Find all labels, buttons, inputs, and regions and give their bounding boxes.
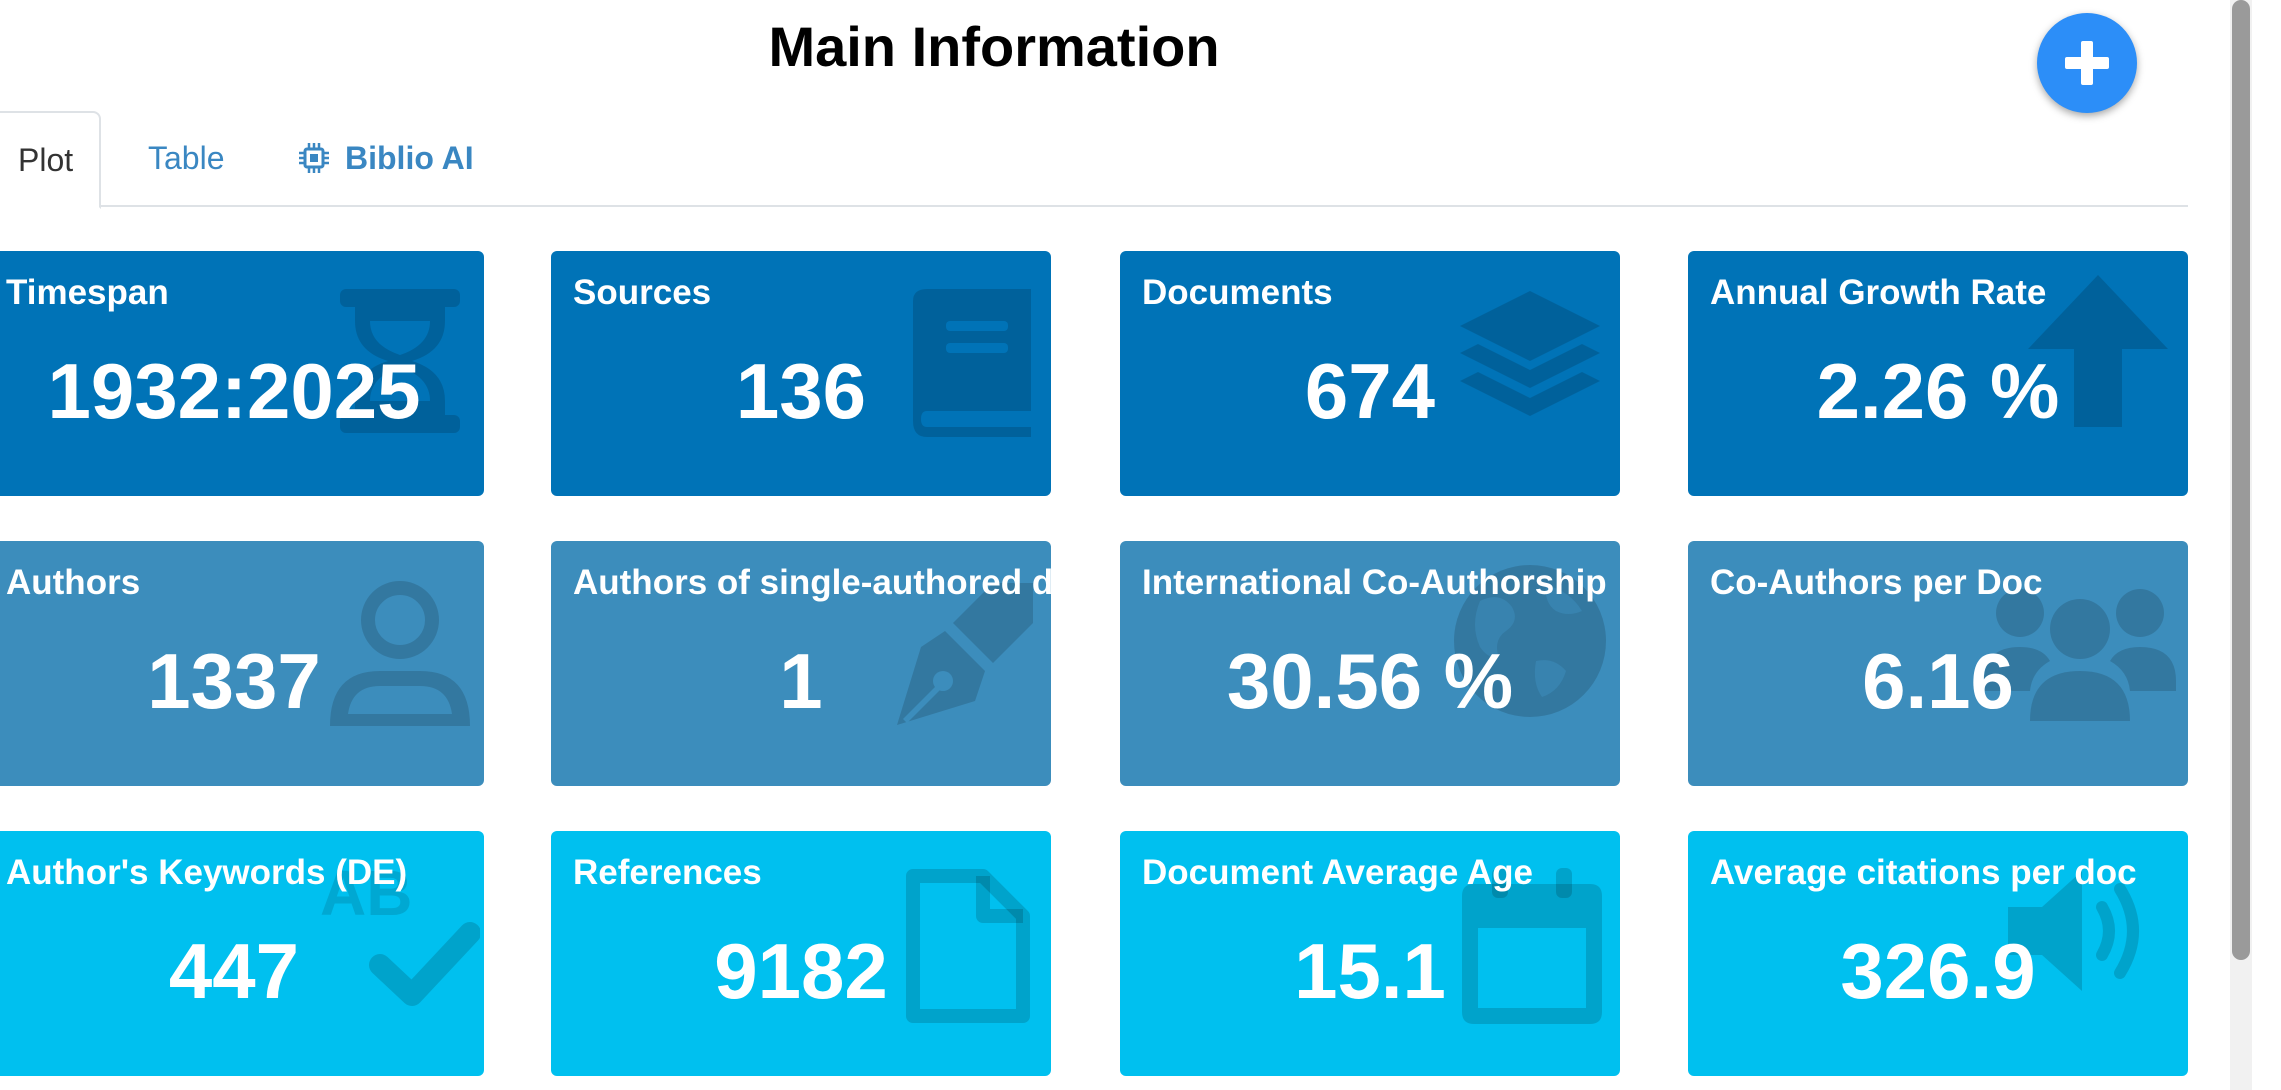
value-box-single-authored: Authors of single-authored docs 1 xyxy=(551,541,1051,786)
globe-icon xyxy=(1454,565,1606,717)
average-citations-label: Average citations per doc xyxy=(1710,853,2137,892)
value-box-timespan: Timespan 1932:2025 xyxy=(0,251,484,496)
single-authored-value: 1 xyxy=(779,637,823,725)
value-box-documents: Documents 674 xyxy=(1120,251,1620,496)
page-title: Main Information xyxy=(768,15,1220,78)
documents-label: Documents xyxy=(1142,273,1333,312)
add-button[interactable] xyxy=(2037,13,2137,113)
svg-text:AB: AB xyxy=(320,857,412,929)
scrollbar-thumb[interactable] xyxy=(2232,0,2250,960)
document-average-age-value: 15.1 xyxy=(1294,927,1446,1015)
document-average-age-label: Document Average Age xyxy=(1142,853,1533,892)
authors-value: 1337 xyxy=(147,637,321,725)
co-authors-per-doc-label: Co-Authors per Doc xyxy=(1710,563,2043,602)
tab-table[interactable]: Table xyxy=(148,140,225,176)
value-box-references: References 9182 xyxy=(551,831,1051,1076)
tab-biblio-ai-label: Biblio AI xyxy=(345,140,474,176)
timespan-value: 1932:2025 xyxy=(47,347,421,435)
references-label: References xyxy=(573,853,762,892)
layers-icon xyxy=(1460,291,1600,416)
documents-value: 674 xyxy=(1304,347,1436,435)
value-box-authors-keywords: AB Author's Keywords (DE) 447 xyxy=(0,831,484,1076)
tab-plot[interactable]: Plot xyxy=(0,111,102,209)
sources-value: 136 xyxy=(735,347,867,435)
timespan-label: Timespan xyxy=(6,273,169,312)
co-authors-per-doc-value: 6.16 xyxy=(1862,637,2014,725)
value-box-annual-growth-rate: Annual Growth Rate 2.26 % xyxy=(1688,251,2188,496)
annual-growth-rate-value: 2.26 % xyxy=(1816,347,2060,435)
tab-biblio-ai[interactable]: Biblio AI xyxy=(297,111,474,205)
average-citations-value: 326.9 xyxy=(1840,927,2036,1015)
value-box-document-average-age: Document Average Age 15.1 xyxy=(1120,831,1620,1076)
hourglass-icon xyxy=(340,289,460,433)
user-icon xyxy=(330,581,470,726)
sources-label: Sources xyxy=(573,273,712,312)
authors-keywords-label: Author's Keywords (DE) xyxy=(6,853,408,892)
single-authored-label: Authors of single-authored docs xyxy=(573,563,1051,602)
authors-keywords-value: 447 xyxy=(168,927,300,1015)
value-box-authors: Authors 1337 xyxy=(0,541,484,786)
pen-nib-icon xyxy=(897,583,1033,725)
value-box-sources: Sources 136 xyxy=(551,251,1051,496)
value-box-average-citations: Average citations per doc 326.9 xyxy=(1688,831,2188,1076)
annual-growth-rate-label: Annual Growth Rate xyxy=(1710,273,2047,312)
book-icon xyxy=(913,289,1031,437)
spell-check-icon: AB xyxy=(320,857,480,1006)
references-value: 9182 xyxy=(714,927,888,1015)
value-box-co-authors-per-doc: Co-Authors per Doc 6.16 xyxy=(1688,541,2188,786)
tab-bar: Plot Table Biblio AI xyxy=(0,111,2188,209)
chip-icon xyxy=(299,143,329,173)
window-edge xyxy=(2252,0,2281,1090)
international-co-authorship-value: 30.56 % xyxy=(1226,637,1514,725)
volume-icon xyxy=(2008,871,2139,991)
calendar-icon xyxy=(1462,868,1602,1024)
users-icon xyxy=(1984,589,2176,721)
value-box-international-co-authorship: International Co-Authorship 30.56 % xyxy=(1120,541,1620,786)
file-icon xyxy=(906,869,1030,1023)
international-co-authorship-label: International Co-Authorship xyxy=(1142,563,1607,602)
authors-label: Authors xyxy=(6,563,141,602)
arrow-up-icon xyxy=(2028,275,2168,427)
